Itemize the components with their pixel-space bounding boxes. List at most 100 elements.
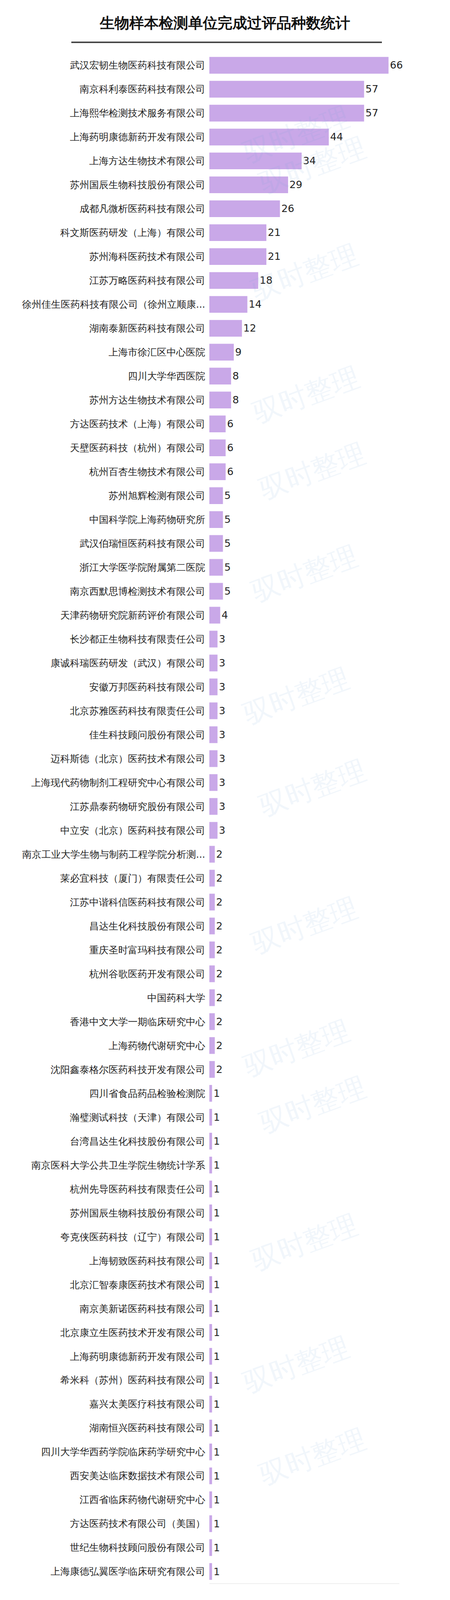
svg-text:2: 2 — [216, 848, 223, 861]
svg-text:1: 1 — [213, 1136, 220, 1148]
svg-text:武汉宏韧生物医药科技有限公司: 武汉宏韧生物医药科技有限公司 — [69, 59, 206, 71]
svg-text:苏州方达生物技术有限公司: 苏州方达生物技术有限公司 — [89, 394, 206, 406]
svg-text:1: 1 — [213, 1351, 220, 1363]
svg-text:3: 3 — [219, 753, 226, 765]
svg-text:长沙都正生物科技有限责任公司: 长沙都正生物科技有限责任公司 — [69, 634, 206, 646]
svg-text:8: 8 — [232, 370, 239, 382]
svg-text:1: 1 — [213, 1231, 220, 1244]
svg-text:12: 12 — [243, 322, 257, 335]
svg-text:中立安（北京）医药科技有限公司: 中立安（北京）医药科技有限公司 — [60, 825, 206, 837]
svg-text:世纪生物科技顾问股份有限公司: 世纪生物科技顾问股份有限公司 — [69, 1542, 206, 1554]
svg-text:驭时整理: 驭时整理 — [247, 539, 362, 608]
svg-text:杭州谷歌医药开发有限公司: 杭州谷歌医药开发有限公司 — [88, 969, 206, 981]
svg-text:8: 8 — [232, 394, 239, 406]
svg-text:44: 44 — [330, 131, 344, 143]
svg-text:6: 6 — [226, 466, 234, 478]
svg-text:迈科斯德（北京）医药技术有限公司: 迈科斯德（北京）医药技术有限公司 — [50, 753, 206, 765]
svg-text:南京工业大学生物与制药工程学院分析测...: 南京工业大学生物与制药工程学院分析测... — [22, 849, 206, 861]
svg-text:2: 2 — [216, 1040, 223, 1052]
svg-text:武汉伯瑞恒医药科技有限公司: 武汉伯瑞恒医药科技有限公司 — [79, 538, 206, 550]
svg-text:1: 1 — [213, 1423, 220, 1435]
svg-text:驭时整理: 驭时整理 — [254, 754, 370, 823]
svg-text:方达医药技术有限公司（美国）: 方达医药技术有限公司（美国） — [69, 1518, 206, 1530]
svg-text:3: 3 — [219, 777, 226, 789]
svg-text:嘉兴太美医疗科技有限公司: 嘉兴太美医疗科技有限公司 — [89, 1399, 206, 1411]
svg-text:1: 1 — [213, 1159, 220, 1172]
svg-text:驭时整理: 驭时整理 — [238, 1014, 354, 1083]
svg-text:上海方达生物技术有限公司: 上海方达生物技术有限公司 — [89, 155, 206, 167]
svg-text:上海康德弘翼医学临床研究有限公司: 上海康德弘翼医学临床研究有限公司 — [50, 1566, 206, 1578]
svg-text:5: 5 — [224, 490, 231, 502]
svg-text:北京苏雅医药科技有限责任公司: 北京苏雅医药科技有限责任公司 — [69, 705, 206, 717]
svg-text:上海熙华检测技术服务有限公司: 上海熙华检测技术服务有限公司 — [69, 107, 206, 119]
svg-text:瀚璧测试科技（天津）有限公司: 瀚璧测试科技（天津）有限公司 — [69, 1112, 206, 1124]
svg-text:南京美新诺医药科技有限公司: 南京美新诺医药科技有限公司 — [79, 1303, 206, 1316]
svg-text:苏州国辰生物科技股份有限公司: 苏州国辰生物科技股份有限公司 — [69, 179, 206, 191]
svg-text:南京医科大学公共卫生学院生物统计学系: 南京医科大学公共卫生学院生物统计学系 — [31, 1160, 206, 1172]
svg-text:9: 9 — [235, 346, 242, 358]
svg-text:5: 5 — [224, 585, 231, 598]
svg-text:3: 3 — [219, 801, 226, 813]
svg-text:苏州旭辉检测有限公司: 苏州旭辉检测有限公司 — [108, 490, 206, 502]
svg-text:驭时整理: 驭时整理 — [254, 437, 370, 506]
svg-text:1: 1 — [213, 1207, 220, 1220]
svg-text:康诚科瑞医药研发（武汉）有限公司: 康诚科瑞医药研发（武汉）有限公司 — [50, 657, 206, 670]
svg-text:1: 1 — [213, 1183, 220, 1196]
svg-text:3: 3 — [219, 825, 226, 837]
svg-text:天壁医药科技（杭州）有限公司: 天壁医药科技（杭州）有限公司 — [69, 442, 206, 454]
svg-text:2: 2 — [216, 896, 223, 909]
svg-text:1: 1 — [213, 1088, 220, 1100]
svg-text:驭时整理: 驭时整理 — [248, 360, 364, 429]
svg-text:夸克侠医药科技（辽宁）有限公司: 夸克侠医药科技（辽宁）有限公司 — [60, 1232, 206, 1244]
svg-text:上海药物代谢研究中心: 上海药物代谢研究中心 — [108, 1040, 206, 1052]
svg-text:湖南泰新医药科技有限公司: 湖南泰新医药科技有限公司 — [89, 323, 206, 335]
svg-text:1: 1 — [213, 1303, 220, 1316]
svg-text:四川大学华西药学院临床药学研究中心: 四川大学华西药学院临床药学研究中心 — [40, 1447, 206, 1459]
svg-text:香港中文大学一期临床研究中心: 香港中文大学一期临床研究中心 — [69, 1016, 206, 1028]
svg-text:2: 2 — [216, 968, 223, 981]
svg-text:34: 34 — [303, 155, 317, 167]
svg-text:14: 14 — [248, 298, 262, 311]
svg-text:南京西默思博检测技术有限公司: 南京西默思博检测技术有限公司 — [69, 586, 206, 598]
svg-text:驭时整理: 驭时整理 — [238, 100, 354, 169]
svg-text:台湾昌达生化科技股份有限公司: 台湾昌达生化科技股份有限公司 — [69, 1136, 206, 1148]
svg-text:3: 3 — [219, 729, 226, 741]
svg-text:驭时整理: 驭时整理 — [254, 1423, 370, 1492]
svg-text:3: 3 — [219, 705, 226, 717]
svg-text:21: 21 — [267, 250, 281, 263]
svg-text:中国科学院上海药物研究所: 中国科学院上海药物研究所 — [89, 514, 206, 526]
svg-text:江苏万略医药科技有限公司: 江苏万略医药科技有限公司 — [89, 275, 206, 287]
svg-text:21: 21 — [267, 226, 281, 239]
svg-text:1: 1 — [213, 1542, 220, 1555]
svg-text:苏州国辰生物科技股份有限公司: 苏州国辰生物科技股份有限公司 — [69, 1208, 206, 1220]
svg-text:杭州百杏生物技术有限公司: 杭州百杏生物技术有限公司 — [88, 466, 206, 478]
svg-text:驭时整理: 驭时整理 — [247, 238, 362, 307]
svg-text:上海药明康德新药开发有限公司: 上海药明康德新药开发有限公司 — [69, 1351, 206, 1363]
svg-text:天津药物研究院新药评价有限公司: 天津药物研究院新药评价有限公司 — [60, 610, 206, 622]
svg-text:1: 1 — [213, 1279, 220, 1292]
svg-text:26: 26 — [281, 202, 295, 215]
svg-text:1: 1 — [213, 1399, 220, 1411]
svg-text:2: 2 — [216, 992, 223, 1004]
svg-text:西安美达临床数据技术有限公司: 西安美达临床数据技术有限公司 — [69, 1471, 206, 1483]
svg-text:方达医药技术（上海）有限公司: 方达医药技术（上海）有限公司 — [69, 418, 206, 430]
svg-text:6: 6 — [226, 418, 234, 430]
svg-text:驭时整理: 驭时整理 — [247, 891, 362, 960]
svg-text:5: 5 — [224, 561, 231, 574]
svg-text:4: 4 — [221, 609, 229, 622]
svg-text:1: 1 — [213, 1447, 220, 1459]
svg-text:北京康立生医药技术开发有限公司: 北京康立生医药技术开发有限公司 — [60, 1327, 206, 1339]
svg-text:2: 2 — [216, 1016, 223, 1028]
svg-text:57: 57 — [365, 107, 379, 119]
svg-text:66: 66 — [389, 59, 403, 71]
svg-text:生物样本检测单位完成过评品种数统计: 生物样本检测单位完成过评品种数统计 — [99, 14, 351, 32]
svg-text:安徽万邦医药科技有限公司: 安徽万邦医药科技有限公司 — [89, 681, 206, 693]
svg-text:1: 1 — [213, 1518, 220, 1531]
svg-text:1: 1 — [213, 1494, 220, 1507]
svg-text:莱必宜科技（厦门）有限责任公司: 莱必宜科技（厦门）有限责任公司 — [60, 873, 206, 885]
svg-text:驭时整理: 驭时整理 — [254, 131, 370, 200]
svg-text:科文斯医药研发（上海）有限公司: 科文斯医药研发（上海）有限公司 — [60, 227, 206, 239]
svg-text:57: 57 — [365, 83, 379, 95]
svg-text:昌达生化科技股份有限公司: 昌达生化科技股份有限公司 — [89, 921, 206, 933]
svg-text:驭时整理: 驭时整理 — [238, 1331, 354, 1400]
